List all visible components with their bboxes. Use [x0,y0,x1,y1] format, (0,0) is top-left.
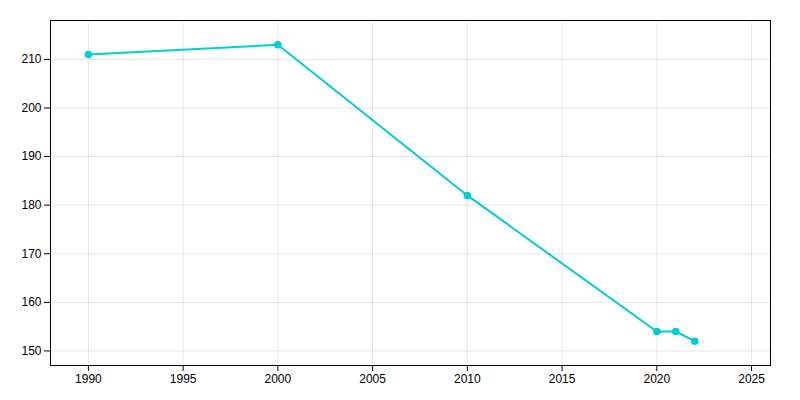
svg-text:160: 160 [21,295,41,309]
svg-text:2005: 2005 [359,372,386,386]
svg-text:2025: 2025 [738,372,765,386]
svg-text:180: 180 [21,198,41,212]
svg-text:150: 150 [21,344,41,358]
svg-text:200: 200 [21,101,41,115]
svg-text:170: 170 [21,247,41,261]
svg-text:1990: 1990 [75,372,102,386]
svg-text:2020: 2020 [643,372,670,386]
svg-text:1995: 1995 [170,372,197,386]
svg-text:2015: 2015 [549,372,576,386]
svg-text:190: 190 [21,149,41,163]
svg-text:210: 210 [21,52,41,66]
svg-text:2010: 2010 [454,372,481,386]
svg-text:2000: 2000 [265,372,292,386]
